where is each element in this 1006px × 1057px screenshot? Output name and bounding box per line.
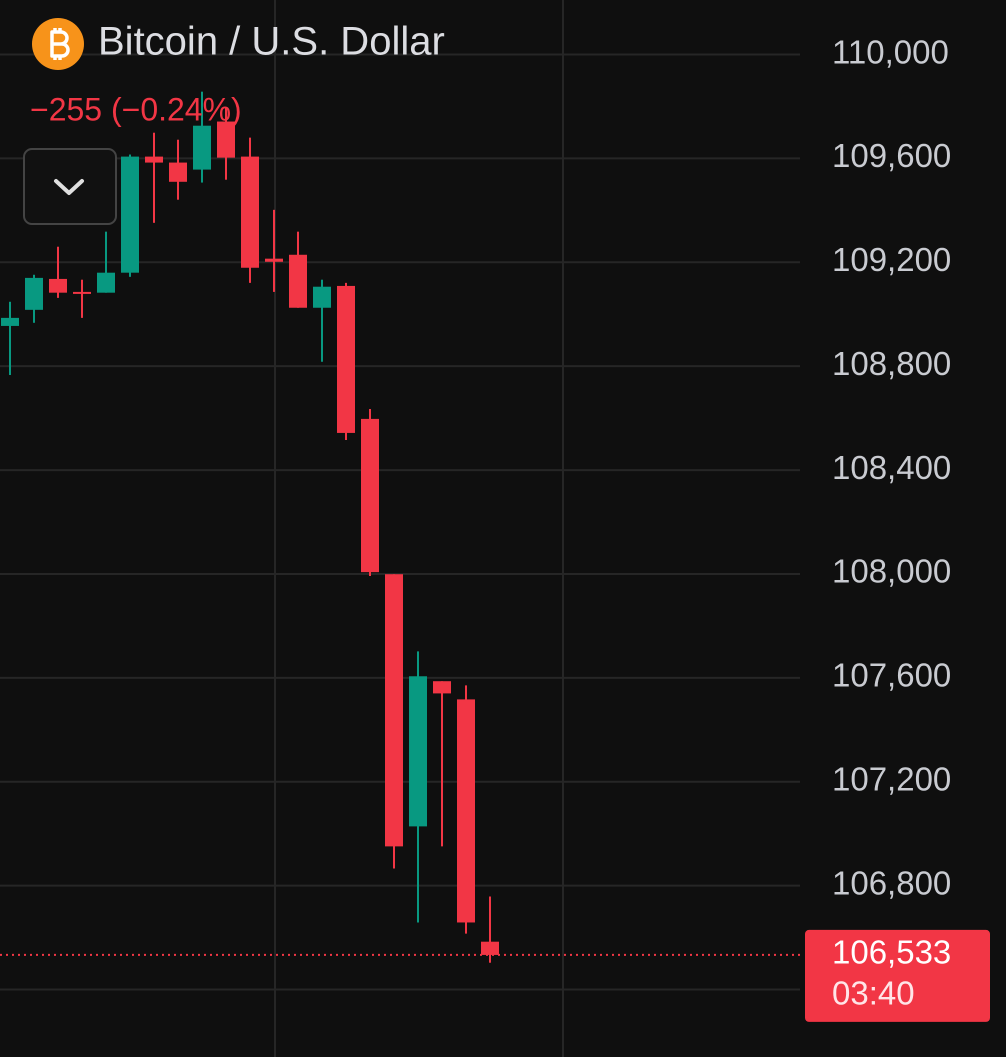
y-tick-label: 109,200 (832, 241, 951, 278)
y-tick-label: 107,200 (832, 760, 951, 797)
countdown-label: 03:40 (832, 975, 915, 1012)
last-price-box (805, 929, 990, 1022)
dropdown-button[interactable] (23, 148, 117, 225)
candle-body (169, 162, 187, 182)
candles (1, 91, 499, 963)
y-tick-label: 107,600 (832, 657, 951, 694)
candle-body (457, 699, 475, 923)
change-label: −255 (−0.24%) (30, 91, 242, 127)
candle-body (313, 286, 331, 308)
candle-body (385, 574, 403, 847)
candle-body (481, 941, 499, 955)
header: Bitcoin / U.S. Dollar −255 (−0.24%) (23, 18, 445, 225)
candle-body (241, 156, 259, 268)
y-tick-label: 106,800 (832, 864, 951, 901)
candle-body (49, 278, 67, 293)
y-tick-label: 108,400 (832, 449, 951, 486)
candle-body (217, 121, 235, 158)
chart-title: Bitcoin / U.S. Dollar (98, 20, 445, 64)
candle-body (25, 277, 43, 310)
coin-glyph (50, 28, 70, 60)
candle-body (337, 285, 355, 433)
candle-body (145, 156, 163, 163)
candle-body (121, 156, 139, 273)
candle-body (433, 681, 451, 694)
candle-body (409, 676, 427, 827)
candle-body (73, 291, 91, 294)
candle-body (97, 272, 115, 293)
candle-body (1, 317, 19, 326)
y-tick-label: 108,800 (832, 345, 951, 382)
candle-body (289, 254, 307, 308)
y-tick-label: 108,000 (832, 553, 951, 590)
candle-body (361, 418, 379, 573)
candle-body (265, 258, 283, 262)
chevron-icon (54, 179, 84, 195)
y-tick-label: 110,000 (832, 33, 949, 70)
last-price-label: 106,533 (832, 934, 951, 971)
y-tick-label: 109,600 (832, 137, 951, 174)
candle-body (193, 125, 211, 170)
